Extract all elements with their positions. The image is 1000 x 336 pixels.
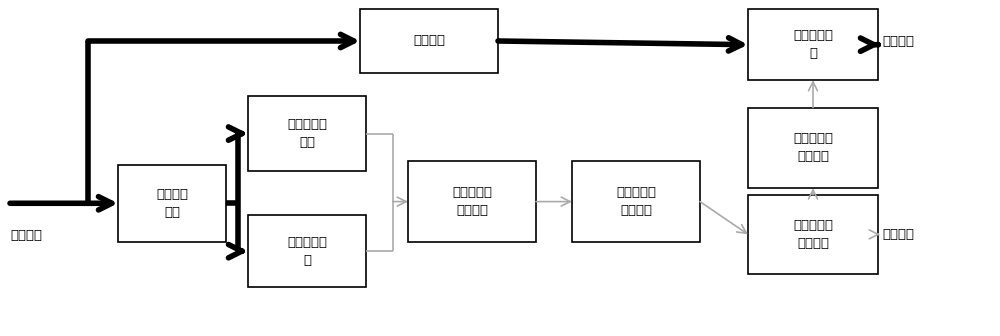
FancyBboxPatch shape <box>248 96 366 171</box>
Text: 像素亮度
计算: 像素亮度 计算 <box>156 188 188 219</box>
FancyBboxPatch shape <box>408 161 536 242</box>
Text: 局部亮度代
表値计算: 局部亮度代 表値计算 <box>452 186 492 217</box>
Text: 视频信号补
偿: 视频信号补 偿 <box>793 29 833 60</box>
FancyBboxPatch shape <box>748 9 878 80</box>
Text: 外部存储: 外部存储 <box>413 35 445 47</box>
Text: 背光局部控
制値计算: 背光局部控 制値计算 <box>793 219 833 250</box>
Text: 场景自适应
时域滤波: 场景自适应 时域滤波 <box>616 186 656 217</box>
Text: 直方图亮度
计算: 直方图亮度 计算 <box>287 118 327 149</box>
FancyBboxPatch shape <box>572 161 700 242</box>
Text: 视频输出: 视频输出 <box>882 35 914 48</box>
FancyBboxPatch shape <box>748 195 878 274</box>
FancyBboxPatch shape <box>118 165 226 242</box>
Text: 像素级背光
亮度计算: 像素级背光 亮度计算 <box>793 132 833 163</box>
FancyBboxPatch shape <box>748 108 878 188</box>
FancyBboxPatch shape <box>248 215 366 287</box>
Text: 局部亮度计
算: 局部亮度计 算 <box>287 236 327 267</box>
Text: 背光输出: 背光输出 <box>882 228 914 241</box>
FancyBboxPatch shape <box>360 9 498 73</box>
Text: 视频输入: 视频输入 <box>10 229 42 242</box>
